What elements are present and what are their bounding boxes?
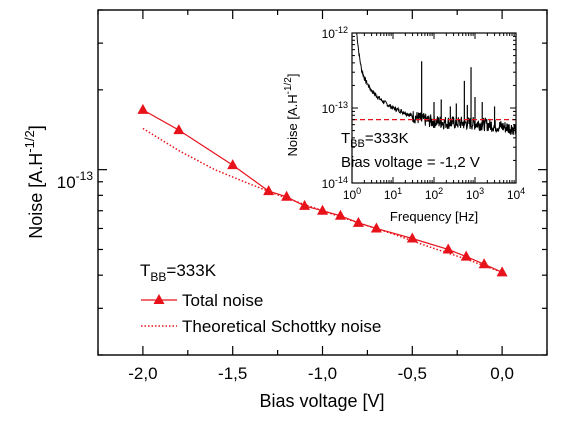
- inset-y-tick-labels: 10-14 10-13 10-12: [322, 25, 348, 191]
- inset-x-tick-label: 104: [507, 186, 525, 202]
- main-x-tick-labels: -2,0 -1,5 -1,0 -0,5 0,0: [128, 364, 514, 383]
- inset-y-tick-label: 10-14: [322, 175, 348, 191]
- legend-swatch-total-noise-marker: [153, 294, 165, 304]
- inset-x-tick-label: 100: [343, 186, 361, 202]
- inset-chart: 100 101 102 103 104 10-14 10-13 10-12 Frequenc…: [283, 25, 525, 224]
- total-noise-marker: [263, 185, 275, 196]
- total-noise-marker: [442, 243, 454, 254]
- inset-series-layer: [352, 32, 517, 135]
- total-noise-marker: [496, 266, 508, 277]
- inset-bias-annotation: Bias voltage = -1,2 V: [341, 154, 480, 171]
- total-noise-marker: [370, 222, 382, 233]
- total-noise-marker: [352, 216, 364, 227]
- total-noise-marker: [227, 159, 239, 170]
- total-noise-marker: [281, 190, 293, 201]
- inset-temperature-annotation: TBB=333K: [341, 130, 409, 150]
- inset-ticks: [351, 32, 517, 184]
- legend-entry-total-noise: Total noise: [141, 291, 263, 310]
- main-x-tick-label: 0,0: [490, 364, 514, 383]
- main-x-axis-label: Bias voltage [V]: [259, 391, 384, 411]
- total-noise-marker: [317, 204, 328, 215]
- inset-x-tick-labels: 100 101 102 103 104: [343, 186, 525, 202]
- main-series-layer: [137, 103, 508, 277]
- main-x-tick-label: -0,5: [398, 364, 427, 383]
- main-chart: -2,0 -1,5 -1,0 -0,5 0,0 10-13 Bias voltage […: [22, 9, 548, 411]
- inset-spectrum-line: [356, 32, 517, 135]
- inset-x-tick-label: 101: [384, 186, 402, 202]
- total-noise-marker: [406, 232, 418, 243]
- inset-x-tick-label: 102: [425, 186, 443, 202]
- legend-entry-schottky-noise: Theoretical Schottky noise: [141, 317, 381, 336]
- main-x-tick-label: -1,5: [218, 364, 247, 383]
- legend-label-schottky-noise: Theoretical Schottky noise: [182, 317, 381, 336]
- inset-y-tick-label: 10-13: [322, 100, 348, 116]
- main-y-axis-label: Noise [A.H-1/2]: [22, 125, 46, 238]
- total-noise-marker: [173, 124, 185, 135]
- total-noise-marker: [299, 199, 311, 210]
- main-x-tick-label: -2,0: [128, 364, 157, 383]
- total-noise-marker: [137, 103, 149, 114]
- main-x-ticks: [97, 10, 548, 355]
- total-noise-marker: [334, 209, 346, 220]
- total-noise-marker: [460, 250, 472, 261]
- main-x-tick-label: -1,0: [308, 364, 337, 383]
- main-y-tick-label: 10-13: [57, 169, 94, 192]
- legend-label-total-noise: Total noise: [182, 291, 263, 310]
- main-legend: Total noise Theoretical Schottky noise: [141, 291, 381, 336]
- total-noise-marker: [478, 258, 490, 269]
- inset-x-axis-label: Frequency [Hz]: [390, 209, 478, 224]
- main-temperature-annotation: TBB=333K: [140, 261, 217, 284]
- main-y-ticks: [98, 9, 547, 356]
- inset-y-axis-label: Noise [A.H-1/2]: [283, 74, 300, 157]
- inset-y-tick-label: 10-12: [322, 25, 348, 41]
- inset-x-tick-label: 103: [466, 186, 484, 202]
